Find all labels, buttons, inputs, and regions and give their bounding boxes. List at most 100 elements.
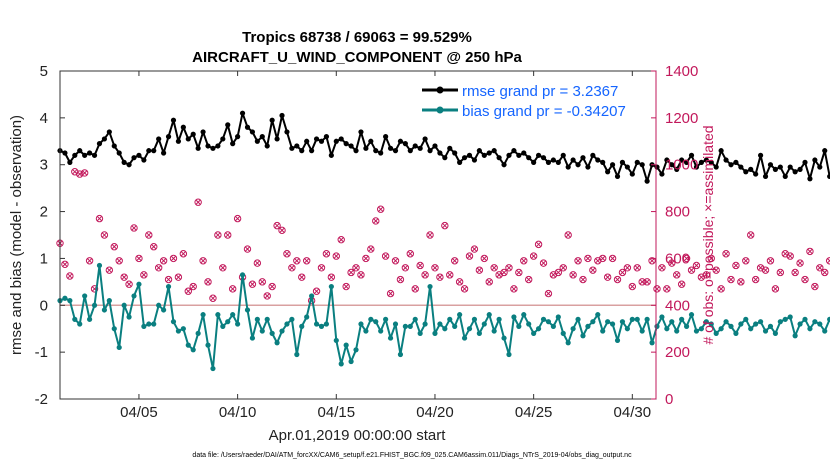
obs-assimilated-point — [530, 253, 537, 259]
bias-point — [269, 330, 275, 336]
bias-point — [220, 323, 226, 329]
obs-assimilated-point — [373, 218, 379, 224]
obs-assimilated-point — [200, 258, 206, 264]
rmse-point — [609, 162, 616, 168]
obs-assimilated-point — [225, 232, 231, 238]
bias-point — [481, 321, 487, 327]
obs-possible-point — [589, 266, 597, 274]
obs-assimilated-point — [757, 265, 764, 271]
obs-possible-point — [367, 245, 375, 253]
obs-assimilated-point — [397, 276, 404, 283]
obs-assimilated-point — [669, 260, 675, 266]
bias-point — [62, 295, 68, 301]
rmse-point — [412, 143, 418, 149]
obs-possible-point — [194, 198, 202, 206]
obs-possible-point — [806, 247, 814, 256]
bias-point — [402, 323, 408, 329]
rmse-point — [318, 138, 325, 144]
obs-assimilated-point — [318, 265, 325, 271]
rmse-point — [368, 138, 374, 144]
obs-possible-point — [337, 235, 345, 244]
rmse-point — [185, 136, 191, 142]
obs-assimilated-point — [210, 295, 216, 301]
bias-point — [368, 316, 374, 322]
rmse-point — [427, 148, 433, 154]
obs-assimilated-point — [738, 279, 744, 285]
rmse-point — [501, 162, 507, 168]
obs-assimilated-point — [713, 267, 719, 273]
bias-point — [767, 323, 774, 329]
bias-point — [373, 319, 379, 325]
rmse-point — [565, 164, 571, 170]
obs-assimilated-point — [634, 265, 640, 271]
obs-assimilated-point — [782, 251, 788, 257]
rmse-point — [614, 173, 621, 180]
rmse-point — [378, 150, 384, 156]
rmse-point — [195, 145, 201, 151]
obs-possible-point — [406, 250, 414, 258]
bias-point — [802, 316, 808, 322]
bias-point — [457, 312, 463, 318]
obs-assimilated-point — [496, 272, 502, 278]
obs-assimilated-point — [565, 232, 571, 238]
obs-assimilated-point — [259, 279, 265, 285]
obs-possible-point — [391, 257, 400, 265]
bias-point — [743, 316, 749, 322]
obs-possible-point — [796, 259, 804, 267]
bias-point — [545, 319, 552, 325]
obs-assimilated-point — [580, 276, 586, 283]
obs-assimilated-point — [146, 232, 152, 238]
obs-possible-point — [130, 224, 138, 232]
obs-assimilated-point — [220, 265, 226, 271]
obs-assimilated-point — [289, 265, 295, 271]
obs-assimilated-point — [723, 251, 729, 257]
bias-series — [57, 262, 830, 372]
bias-point — [693, 328, 700, 334]
rmse-point — [121, 159, 127, 165]
obs-assimilated-point — [442, 222, 448, 229]
bias-point — [397, 351, 404, 358]
bias-point — [782, 316, 788, 322]
left-axis: -2 -1 0 1 2 3 4 5 — [35, 63, 65, 408]
right-tick-label: 0 — [665, 391, 673, 408]
bias-point — [200, 312, 206, 318]
rmse-point — [738, 164, 744, 170]
bias-point — [146, 321, 152, 327]
obs-possible-point — [569, 271, 577, 279]
obs-possible-point — [564, 231, 572, 239]
rmse-point — [550, 157, 556, 163]
bias-point — [822, 328, 828, 334]
obs-assimilated-point — [555, 269, 561, 276]
legend: rmse grand pr = 3.2367 bias grand pr = -… — [422, 83, 626, 120]
rmse-point — [432, 143, 438, 149]
rmse-point — [728, 162, 734, 168]
bias-point — [812, 319, 818, 325]
obs-possible-point — [791, 268, 799, 277]
bias-point — [644, 316, 650, 322]
bias-point — [466, 326, 473, 332]
obs-assimilated-point — [165, 276, 172, 283]
rmse-point — [235, 134, 241, 140]
obs-assimilated-point — [787, 253, 793, 259]
x-axis: 04/05 04/10 04/15 04/20 04/25 04/30 — [120, 71, 651, 421]
bias-point — [501, 335, 507, 341]
obs-assimilated-point — [614, 276, 621, 283]
obs-assimilated-point — [422, 272, 428, 278]
obs-assimilated-point — [590, 267, 596, 273]
obs-possible-point — [618, 268, 627, 277]
rmse-point — [560, 152, 566, 158]
legend-rmse-label: rmse grand pr = 3.2367 — [462, 83, 618, 100]
bias-point — [817, 321, 823, 327]
obs-possible-point — [273, 221, 281, 230]
obs-possible-point — [140, 271, 148, 279]
obs-assimilated-point — [215, 232, 221, 238]
bias-point — [511, 314, 517, 320]
obs-possible-point — [372, 217, 380, 225]
obs-possible-point — [751, 275, 760, 284]
obs-assimilated-point — [491, 265, 497, 271]
obs-assimilated-point — [560, 265, 566, 271]
bias-point — [279, 328, 285, 334]
obs-possible-point — [401, 264, 410, 272]
obs-assimilated-point — [304, 258, 310, 264]
obs-possible-point — [470, 245, 479, 253]
